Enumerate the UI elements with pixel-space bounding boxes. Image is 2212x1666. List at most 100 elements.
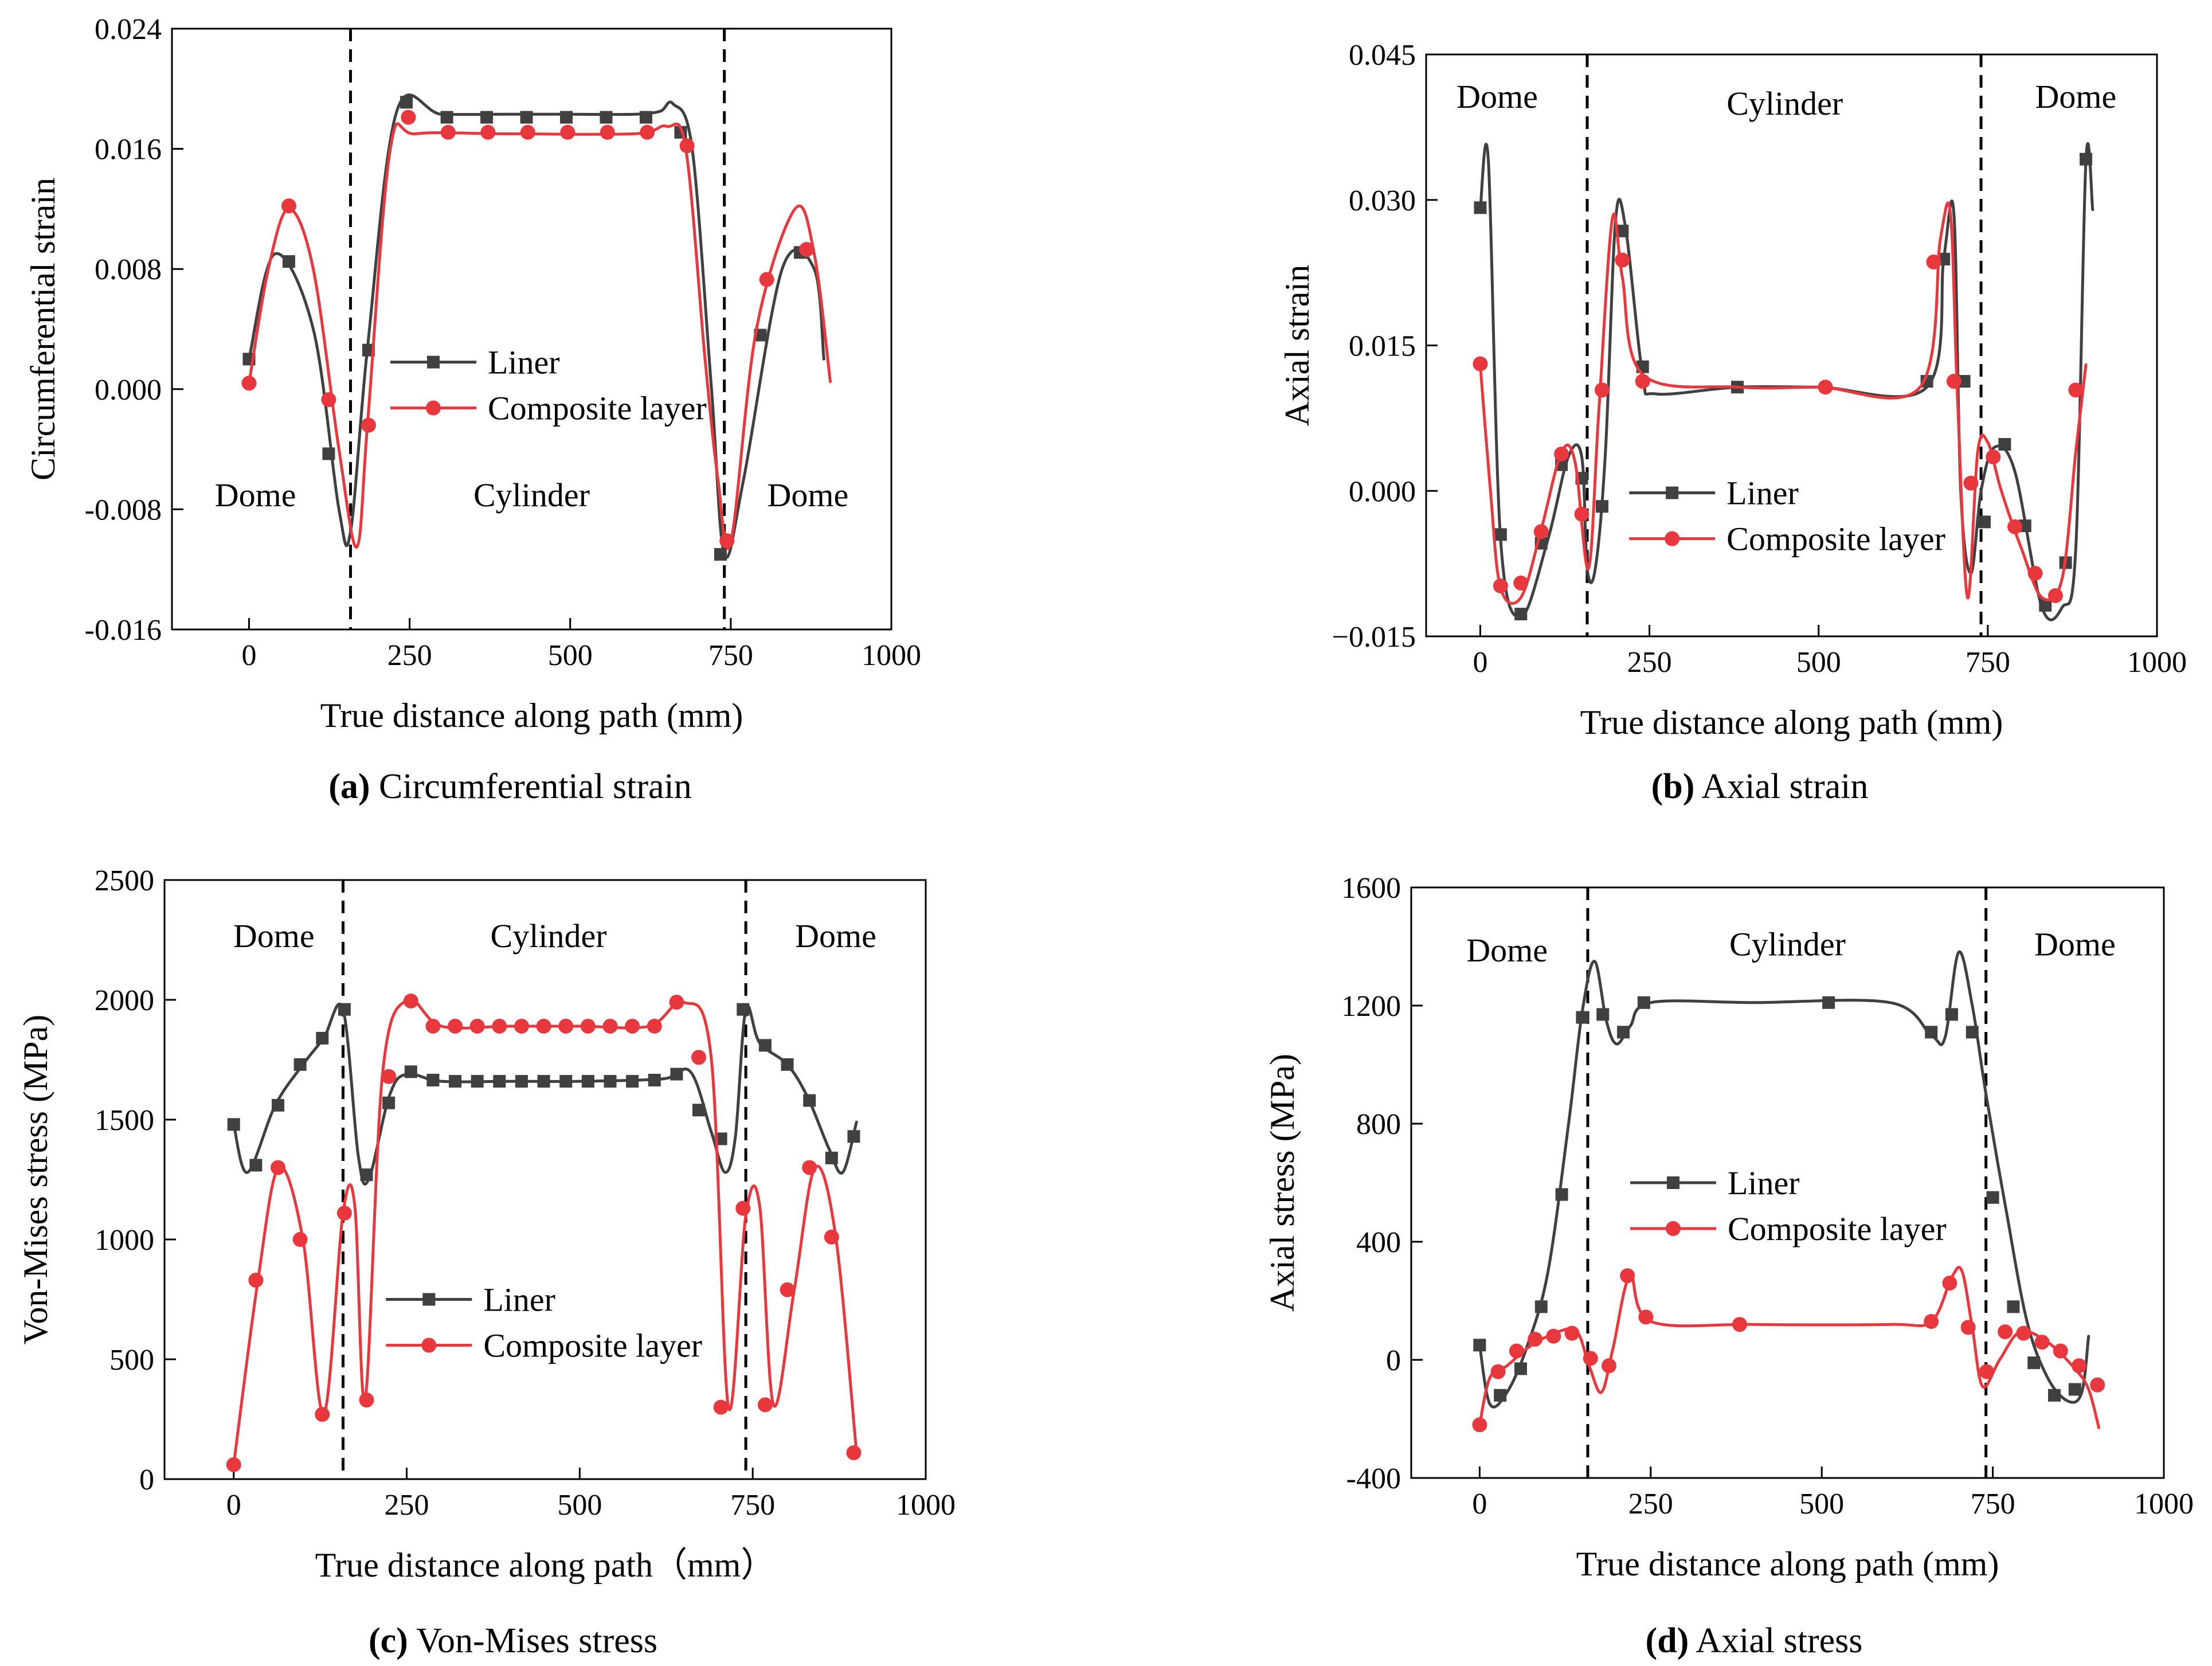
data-point-composite xyxy=(448,1018,463,1034)
data-point-composite xyxy=(536,1018,551,1034)
y-tick-label: -0.016 xyxy=(85,614,162,647)
data-point-liner xyxy=(1474,201,1487,214)
x-tick-label: 1000 xyxy=(2134,1488,2194,1520)
data-point-composite xyxy=(780,1282,795,1297)
data-point-composite xyxy=(1946,374,1962,389)
data-point-composite xyxy=(315,1407,330,1422)
data-point-liner xyxy=(1514,1362,1527,1375)
y-tick-label: 500 xyxy=(109,1344,154,1376)
data-point-composite xyxy=(1979,1364,1994,1379)
panel-caption: (a) Circumferential strain xyxy=(328,767,692,806)
data-point-composite xyxy=(602,1018,618,1034)
region-label: Cylinder xyxy=(491,917,607,955)
region-label: Dome xyxy=(795,917,876,955)
series-line-liner xyxy=(248,93,825,559)
data-point-liner xyxy=(471,1075,484,1088)
data-point-liner xyxy=(714,548,727,561)
series-line-composite xyxy=(232,997,858,1466)
caption-letter: (d) xyxy=(1646,1621,1689,1660)
y-tick-label: 2500 xyxy=(95,865,154,897)
caption-letter: (a) xyxy=(328,767,370,806)
region-label: Dome xyxy=(767,476,848,514)
data-point-liner xyxy=(1637,996,1650,1009)
x-tick-label: 750 xyxy=(730,1489,775,1522)
data-point-liner xyxy=(604,1075,617,1088)
data-point-composite xyxy=(492,1018,507,1034)
data-point-liner xyxy=(670,1067,683,1081)
region-label: Dome xyxy=(1466,932,1548,969)
data-point-composite xyxy=(558,1018,574,1034)
chart-circumferential-strain: 0 250 500 750 1000 -0.016 -0.008 0.000 0.008 0.01… xyxy=(24,13,921,806)
data-point-composite xyxy=(1926,255,1941,270)
data-point-composite xyxy=(381,1069,397,1084)
data-point-composite xyxy=(2071,1358,2086,1374)
y-axis-title: Axial strain xyxy=(1278,265,1316,427)
data-point-liner xyxy=(626,1075,639,1088)
legend-marker-liner xyxy=(422,1293,436,1306)
data-point-liner xyxy=(692,1104,706,1117)
series-line-liner xyxy=(1478,950,2090,1409)
y-tick-label: 0.008 xyxy=(95,253,162,286)
data-point-composite xyxy=(1493,578,1508,594)
data-point-liner xyxy=(781,1058,794,1071)
y-tick-label: -0.008 xyxy=(85,494,162,526)
y-tick-label: 2000 xyxy=(95,984,154,1017)
data-point-liner xyxy=(1576,1011,1589,1024)
data-point-composite xyxy=(1963,475,1979,491)
data-point-liner xyxy=(1986,1191,1999,1204)
data-point-liner xyxy=(493,1075,506,1088)
data-point-composite xyxy=(2007,519,2023,534)
legend-label-composite: Composite layer xyxy=(488,390,707,427)
data-point-composite xyxy=(292,1232,308,1247)
series-line-composite xyxy=(248,122,832,550)
caption-letter: (c) xyxy=(369,1621,408,1660)
caption-text: Circumferential strain xyxy=(370,767,692,806)
data-point-composite xyxy=(520,124,535,140)
data-point-composite xyxy=(1583,1351,1598,1366)
y-tick-label: 1200 xyxy=(1341,990,1401,1023)
data-point-liner xyxy=(293,1058,307,1071)
region-label: Cylinder xyxy=(473,476,590,514)
legend-marker-composite xyxy=(1665,1221,1681,1236)
data-point-composite xyxy=(1490,1364,1506,1379)
y-tick-label: 0.000 xyxy=(95,374,162,406)
x-tick-label: 750 xyxy=(1971,1488,2015,1520)
data-point-composite xyxy=(1732,1317,1747,1332)
x-tick-label: 0 xyxy=(241,639,256,672)
series-composite xyxy=(241,109,832,550)
data-point-composite xyxy=(647,1018,662,1034)
legend-label-liner: Liner xyxy=(488,344,560,381)
x-tick-label: 1000 xyxy=(862,639,921,672)
region-label: Cylinder xyxy=(1729,925,1846,963)
data-point-liner xyxy=(1514,608,1528,621)
x-tick-label: 500 xyxy=(557,1489,602,1522)
legend-marker-composite xyxy=(425,400,441,416)
x-axis-title: True distance along path（mm） xyxy=(315,1546,776,1584)
data-point-composite xyxy=(600,124,615,140)
data-point-composite xyxy=(640,124,655,140)
x-tick-label: 750 xyxy=(708,639,753,672)
caption-text: Axial strain xyxy=(1694,767,1868,806)
data-point-liner xyxy=(360,1168,373,1182)
x-tick-label: 1000 xyxy=(896,1489,956,1522)
data-point-composite xyxy=(2034,1335,2050,1350)
region-label: Dome xyxy=(215,476,296,514)
data-point-liner xyxy=(449,1075,462,1088)
data-point-liner xyxy=(316,1031,329,1045)
legend-marker-composite xyxy=(421,1338,437,1353)
data-point-liner xyxy=(1957,375,1971,388)
data-point-composite xyxy=(2027,566,2043,581)
data-point-composite xyxy=(713,1399,729,1415)
data-point-composite xyxy=(336,1206,352,1221)
region-label: Dome xyxy=(2034,925,2116,963)
data-point-liner xyxy=(2039,599,2052,612)
series-composite xyxy=(1473,201,2088,605)
data-point-composite xyxy=(1615,252,1630,268)
data-point-composite xyxy=(759,272,774,287)
data-point-composite xyxy=(480,124,496,140)
data-point-composite xyxy=(1564,1325,1580,1341)
data-point-liner xyxy=(382,1096,396,1109)
data-point-liner xyxy=(2068,1383,2081,1396)
x-tick-label: 500 xyxy=(1799,1488,1844,1520)
x-tick-label: 500 xyxy=(548,639,593,672)
